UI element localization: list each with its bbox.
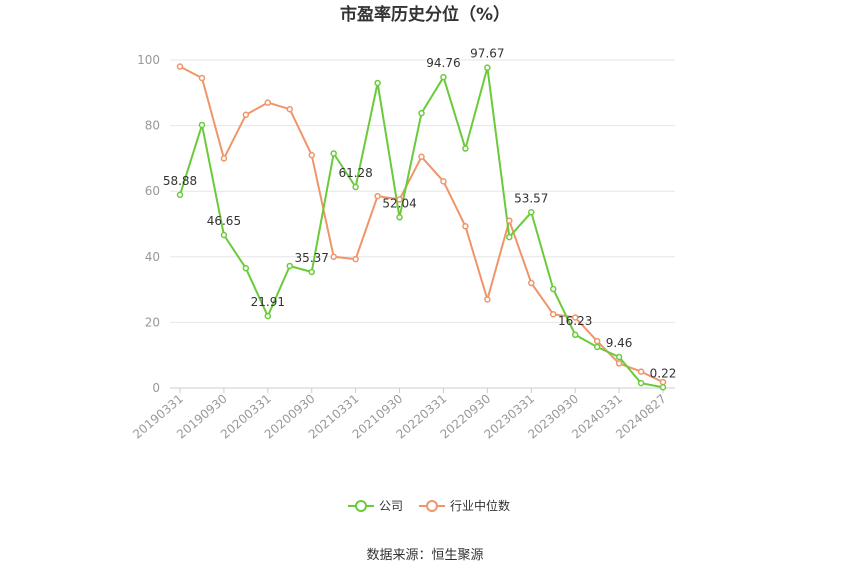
data-point[interactable] <box>440 178 447 185</box>
data-point[interactable] <box>528 279 535 287</box>
data-point[interactable] <box>374 192 381 200</box>
data-label: 97.67 <box>470 47 504 61</box>
series-points <box>176 63 667 391</box>
data-point[interactable] <box>615 353 623 361</box>
data-point[interactable] <box>286 105 294 113</box>
data-point[interactable] <box>220 231 228 239</box>
data-labels: 58.88 46.65 21.91 35.37 61.28 52.04 94.76 97.67… <box>163 47 677 381</box>
data-label: 46.65 <box>207 214 241 228</box>
data-label: 16.23 <box>558 314 592 328</box>
data-point[interactable] <box>506 217 513 224</box>
data-label: 94.76 <box>426 56 460 70</box>
legend-swatch-marker <box>426 500 438 512</box>
data-point[interactable] <box>418 109 425 117</box>
y-axis-ticks: 0 20 40 60 80 100 <box>137 53 160 395</box>
chart-title: 市盈率历史分位（%） <box>340 4 510 25</box>
data-point[interactable] <box>615 360 623 367</box>
data-point[interactable] <box>659 378 667 386</box>
data-point[interactable] <box>242 265 250 272</box>
data-point[interactable] <box>506 233 513 241</box>
data-point[interactable] <box>220 155 228 162</box>
x-axis: 2019033120190930202003312020093020210331… <box>130 388 669 442</box>
data-point[interactable] <box>330 253 337 261</box>
data-label: 9.46 <box>606 336 633 350</box>
data-label: 21.91 <box>251 295 285 309</box>
data-point[interactable] <box>352 255 359 263</box>
data-point[interactable] <box>198 121 206 129</box>
data-point[interactable] <box>264 99 272 106</box>
data-point[interactable] <box>462 145 469 152</box>
data-point[interactable] <box>462 223 469 230</box>
data-point[interactable] <box>440 73 447 81</box>
data-point[interactable] <box>659 384 667 391</box>
data-label: 35.37 <box>295 251 329 265</box>
data-point[interactable] <box>593 337 601 345</box>
data-point[interactable] <box>374 79 381 87</box>
data-point[interactable] <box>308 268 315 276</box>
data-point[interactable] <box>198 74 206 82</box>
legend-swatch-marker <box>355 500 367 512</box>
legend[interactable]: 公司 行业中位数 <box>348 498 510 513</box>
legend-item-1[interactable]: 行业中位数 <box>419 498 510 513</box>
y-tick-label: 20 <box>145 315 160 329</box>
data-point[interactable] <box>528 209 535 216</box>
data-point[interactable] <box>352 183 359 191</box>
gridlines <box>170 59 675 389</box>
data-point[interactable] <box>549 310 557 318</box>
legend-label: 公司 <box>379 499 403 513</box>
data-point[interactable] <box>264 312 272 320</box>
source-note: 数据来源：恒生聚源 <box>366 548 483 563</box>
data-point[interactable] <box>176 63 184 70</box>
data-label: 52.04 <box>382 196 416 210</box>
data-point[interactable] <box>484 296 491 303</box>
data-point[interactable] <box>637 379 645 387</box>
data-label: 0.22 <box>650 366 677 380</box>
data-point[interactable] <box>484 64 491 71</box>
data-label: 58.88 <box>163 174 197 188</box>
data-point[interactable] <box>242 111 250 119</box>
data-point[interactable] <box>571 331 579 339</box>
y-tick-label: 40 <box>145 250 160 264</box>
y-tick-label: 80 <box>145 119 160 133</box>
data-point[interactable] <box>593 343 601 351</box>
data-point[interactable] <box>637 368 645 375</box>
y-tick-label: 0 <box>152 381 160 395</box>
data-label: 61.28 <box>338 166 372 180</box>
y-tick-label: 60 <box>145 184 160 198</box>
data-point[interactable] <box>308 151 315 159</box>
data-point[interactable] <box>286 262 294 270</box>
data-point[interactable] <box>549 285 557 293</box>
legend-label: 行业中位数 <box>450 498 510 513</box>
data-point[interactable] <box>330 150 337 157</box>
data-point[interactable] <box>176 191 184 199</box>
data-label: 53.57 <box>514 191 548 205</box>
y-tick-label: 100 <box>137 53 160 67</box>
data-point[interactable] <box>396 214 403 221</box>
legend-item-0[interactable]: 公司 <box>348 499 403 513</box>
data-point[interactable] <box>571 314 579 321</box>
data-point[interactable] <box>396 196 403 203</box>
data-point[interactable] <box>418 153 425 161</box>
